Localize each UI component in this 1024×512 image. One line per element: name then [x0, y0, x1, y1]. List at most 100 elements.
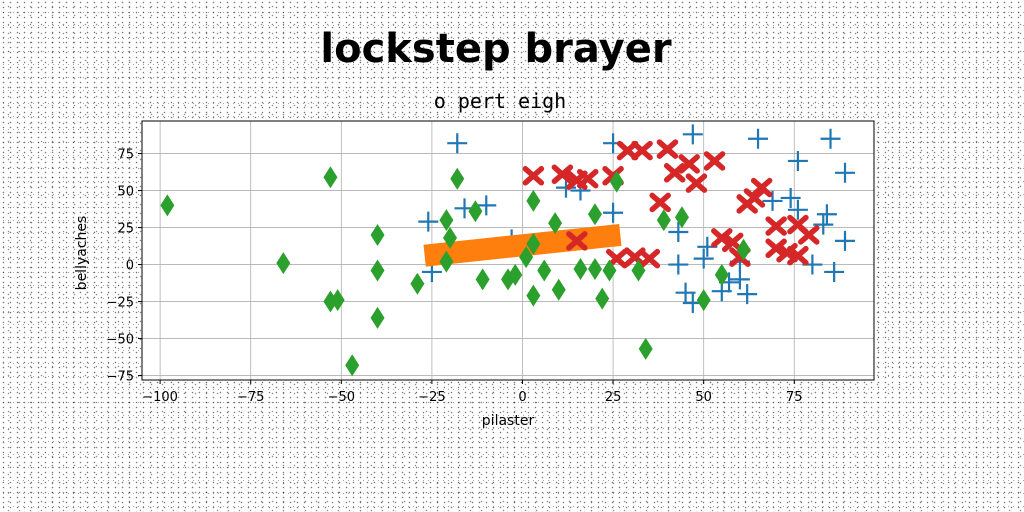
plus-marker — [418, 211, 439, 232]
diamond-marker — [475, 268, 490, 291]
diamond-marker — [587, 203, 602, 226]
data-marks — [160, 124, 856, 377]
diamond-marker — [468, 200, 483, 223]
x-tick-label: −50 — [328, 390, 355, 405]
plus-marker — [748, 128, 769, 149]
diamond-marker — [537, 259, 552, 282]
x-marker — [576, 168, 599, 189]
y-axis-label: bellyaches — [74, 216, 90, 291]
x-marker — [638, 248, 661, 269]
y-tick-label: 50 — [117, 185, 134, 200]
trend-band — [423, 224, 622, 267]
plus-marker — [762, 190, 783, 211]
chart-subtitle: o pert eigh — [434, 89, 566, 113]
x-marker — [678, 154, 700, 174]
x-marker — [656, 139, 679, 159]
y-tick-label: −50 — [107, 333, 134, 348]
diamond-marker — [595, 287, 610, 310]
x-marker — [721, 232, 744, 253]
plus-marker — [476, 195, 497, 216]
x-marker — [765, 238, 787, 259]
plot-area-frame — [141, 120, 875, 381]
plus-marker — [824, 261, 845, 282]
diamond-marker — [439, 250, 454, 273]
plus-marker — [693, 248, 714, 269]
plus-marker — [820, 128, 841, 149]
x-marker — [787, 245, 809, 266]
y-axis-ticks: −75 −50 −25 0 25 50 75 — [107, 148, 142, 385]
diamond-marker — [160, 194, 175, 217]
plus-marker — [835, 230, 856, 251]
x-axis-label: pilaster — [482, 413, 535, 429]
x-marker — [711, 228, 733, 248]
x-gridlines — [159, 121, 795, 380]
plus-marker — [668, 254, 689, 275]
diamond-marker — [526, 232, 541, 255]
diamond-marker — [323, 166, 338, 189]
diamond-marker — [519, 246, 534, 269]
diamond-marker — [609, 170, 624, 193]
x-axis-ticks: −100 −75 −50 −25 0 25 50 75 — [142, 380, 803, 405]
x-marker — [649, 192, 671, 213]
diamond-marker — [370, 306, 385, 329]
y-tick-label: −25 — [107, 296, 134, 311]
x-marker — [551, 164, 574, 185]
x-marker — [743, 188, 766, 208]
y-tick-label: 0 — [126, 259, 134, 274]
plus-marker — [675, 282, 696, 303]
plus-marker — [787, 199, 808, 220]
diamond-marker — [714, 263, 729, 286]
x-tick-label: −25 — [418, 390, 445, 405]
diamond-marker — [631, 259, 646, 282]
y-tick-label: 25 — [117, 222, 134, 237]
diamond-marker — [548, 212, 563, 235]
x-marker — [522, 166, 545, 186]
x-tick-label: −75 — [237, 390, 264, 405]
plus-marker — [447, 133, 468, 154]
diamond-marker — [696, 289, 711, 312]
diamond-marker — [587, 258, 602, 280]
diamond-marker — [573, 258, 588, 280]
diamond-marker — [439, 209, 454, 232]
x-tick-label: 75 — [786, 390, 803, 405]
plus-marker — [813, 214, 834, 235]
x-marker — [703, 151, 726, 171]
diamond-marker — [370, 259, 385, 282]
plus-marker — [668, 222, 689, 242]
x-marker — [663, 163, 686, 183]
plus-marker — [682, 124, 703, 145]
x-marker — [685, 173, 708, 193]
plus-marker — [737, 284, 758, 305]
x-tick-label: 25 — [605, 390, 622, 405]
x-marker — [631, 140, 653, 161]
diamond-marker — [602, 259, 617, 282]
plus-marker — [787, 150, 808, 171]
diamond-marker — [508, 263, 523, 286]
plus-marker — [780, 187, 801, 208]
diamond-marker — [526, 189, 541, 212]
diamond-marker — [656, 209, 671, 232]
plus-marker — [603, 202, 624, 223]
x-tick-label: −100 — [142, 390, 178, 405]
y-tick-label: 75 — [117, 148, 134, 163]
diamond-marker — [276, 252, 291, 275]
chart-title: lockstep brayer — [320, 26, 671, 72]
diamond-marker — [443, 226, 458, 249]
diamond-marker — [330, 289, 345, 312]
x-marker — [798, 225, 820, 245]
plus-marker — [729, 269, 750, 290]
diamond-marker — [736, 238, 751, 261]
x-tick-label: 50 — [695, 390, 712, 405]
diamond-marker — [370, 223, 385, 246]
y-tick-label: −75 — [107, 370, 134, 385]
diamond-marker — [526, 284, 541, 307]
diamond-marker — [551, 278, 566, 301]
plus-marker — [816, 204, 837, 225]
diamond-marker — [345, 354, 360, 377]
x-marker — [750, 177, 773, 198]
diamond-marker — [674, 206, 689, 229]
y-gridlines — [142, 153, 874, 376]
x-marker — [566, 231, 588, 251]
plus-marker — [835, 162, 856, 183]
